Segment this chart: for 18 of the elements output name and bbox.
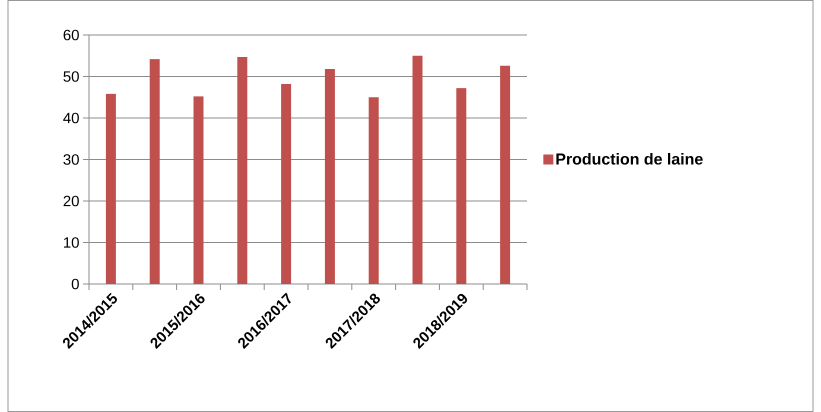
y-tick-label: 50: [63, 71, 79, 82]
bar: [106, 94, 116, 284]
bar: [412, 56, 422, 284]
y-tick-label: 10: [64, 237, 79, 248]
bar: [368, 97, 379, 284]
bar: [194, 96, 204, 284]
bar: [150, 59, 160, 284]
bar: [324, 69, 335, 284]
y-tick-label: 60: [64, 30, 79, 40]
bar: [237, 56, 248, 284]
y-tick-label: 0: [72, 278, 79, 290]
legend-label: Production de laine: [556, 152, 703, 165]
y-tick-label: 40: [63, 112, 79, 124]
bar: [500, 66, 510, 284]
bar: [456, 88, 466, 284]
y-tick-label: 20: [64, 196, 79, 206]
y-tick-label: 30: [63, 154, 79, 165]
bar: [281, 84, 292, 284]
